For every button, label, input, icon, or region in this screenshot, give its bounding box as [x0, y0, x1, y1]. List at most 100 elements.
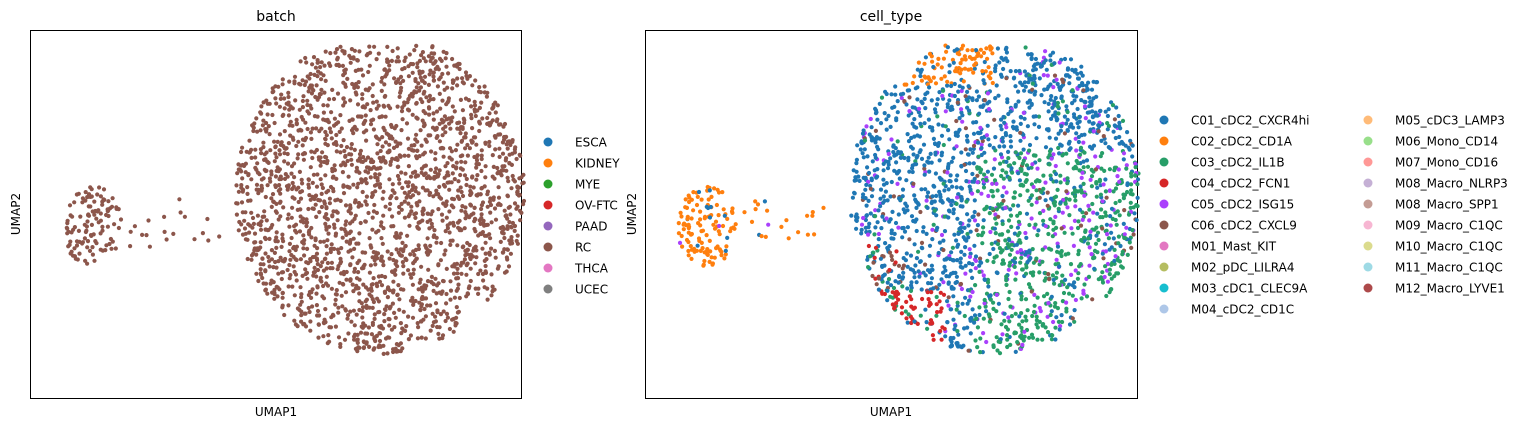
- cell-type-point: [1103, 189, 1108, 194]
- batch-point: [387, 335, 392, 340]
- batch-point: [394, 349, 399, 354]
- batch-point: [405, 136, 411, 141]
- batch-point: [345, 76, 350, 81]
- batch-point: [475, 173, 480, 178]
- cell-type-point: [705, 252, 710, 257]
- batch-point: [507, 161, 512, 166]
- cell-type-point: [990, 189, 995, 194]
- batch-point: [264, 98, 269, 103]
- batch-point: [100, 228, 105, 233]
- cell-type-point: [1131, 232, 1136, 237]
- cell-type-point: [986, 137, 991, 142]
- cell-type-point: [1090, 201, 1095, 207]
- batch-point: [417, 154, 422, 159]
- batch-point: [372, 316, 377, 321]
- batch-point: [76, 228, 81, 233]
- cell-type-point: [1057, 283, 1062, 288]
- batch-point: [280, 270, 286, 275]
- cell-type-point: [1055, 104, 1060, 109]
- cell-type-point: [937, 299, 942, 304]
- cell-type-point: [905, 264, 910, 269]
- batch-point: [383, 140, 388, 145]
- batch-point: [454, 62, 459, 67]
- batch-point: [463, 248, 468, 253]
- batch-point: [273, 183, 278, 188]
- cell-type-point: [977, 312, 982, 318]
- cell-type-point: [1061, 290, 1067, 296]
- batch-point: [414, 85, 419, 90]
- batch-point: [493, 217, 499, 222]
- cell-type-point: [682, 221, 687, 226]
- batch-point: [427, 226, 432, 231]
- batch-point: [455, 271, 460, 276]
- cell-type-point: [977, 269, 982, 274]
- cell-type-point: [951, 211, 956, 216]
- cell-type-point: [938, 194, 943, 200]
- cell-type-point: [895, 139, 900, 144]
- batch-point: [253, 165, 258, 170]
- batch-point: [301, 241, 306, 246]
- batch-point: [390, 269, 395, 274]
- cell-type-point: [878, 187, 884, 192]
- batch-point: [455, 243, 460, 248]
- batch-point: [266, 254, 271, 260]
- cell-type-point: [1091, 121, 1096, 126]
- cell-type-point: [1022, 329, 1027, 334]
- batch-point: [324, 206, 329, 211]
- batch-point: [425, 236, 430, 241]
- batch-point: [495, 165, 500, 171]
- batch-point: [278, 187, 283, 192]
- batch-point: [361, 345, 367, 350]
- cell-type-point: [699, 197, 704, 202]
- batch-point: [434, 166, 439, 171]
- cell-type-point: [889, 228, 894, 233]
- batch-point: [272, 159, 277, 164]
- batch-point: [327, 325, 332, 330]
- batch-point: [398, 321, 403, 326]
- batch-point: [262, 157, 267, 162]
- batch-point: [407, 52, 412, 57]
- cell-type-point: [1130, 154, 1135, 159]
- batch-point: [396, 210, 401, 215]
- batch-point: [430, 311, 435, 316]
- batch-point: [440, 71, 445, 77]
- batch-point: [370, 227, 375, 232]
- cell-type-point: [1020, 319, 1025, 324]
- cell-type-point: [959, 107, 964, 112]
- cell-type-point: [1018, 151, 1024, 156]
- batch-point: [351, 56, 356, 61]
- cell-type-point: [1112, 261, 1117, 266]
- cell-type-point: [912, 105, 917, 110]
- cell-type-point: [997, 351, 1003, 356]
- cell-type-point: [966, 235, 971, 240]
- cell-type-point: [1048, 53, 1053, 58]
- batch-point: [352, 147, 357, 152]
- batch-point: [459, 138, 465, 143]
- batch-point: [431, 194, 436, 199]
- cell-type-point: [1060, 299, 1065, 304]
- batch-point: [412, 48, 417, 53]
- cell-type-point: [1021, 110, 1026, 115]
- cell-type-point: [1014, 242, 1020, 247]
- batch-point: [282, 106, 287, 111]
- cell-type-point: [967, 298, 972, 303]
- cell-type-point: [1013, 277, 1018, 282]
- cell-type-point: [733, 222, 738, 227]
- batch-point: [397, 181, 402, 186]
- batch-point: [496, 195, 502, 200]
- batch-point: [350, 81, 355, 87]
- batch-point: [356, 345, 361, 350]
- cell-type-point: [1001, 114, 1006, 120]
- cell-type-point: [1006, 315, 1011, 320]
- cell-type-point: [944, 257, 949, 262]
- batch-point: [321, 334, 326, 339]
- batch-point: [449, 149, 454, 154]
- batch-point: [468, 255, 473, 260]
- cell-type-point: [941, 238, 946, 243]
- batch-point: [298, 190, 303, 195]
- cell-type-point: [971, 161, 976, 166]
- cell-type-point: [920, 296, 925, 302]
- batch-point: [298, 257, 303, 262]
- cell-type-point: [868, 186, 874, 191]
- batch-point: [379, 88, 384, 93]
